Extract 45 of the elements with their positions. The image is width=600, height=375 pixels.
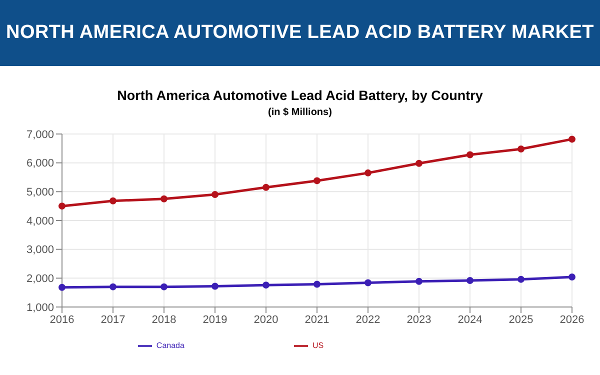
y-tick-label: 5,000 <box>26 186 54 199</box>
point <box>262 184 270 191</box>
point <box>364 169 372 176</box>
x-tick-label: 2025 <box>508 314 534 326</box>
x-tick-label: 2022 <box>356 314 380 326</box>
y-tick-label: 2,000 <box>26 273 54 286</box>
point <box>212 282 218 290</box>
point <box>110 197 116 204</box>
y-tick-label: 7,000 <box>26 128 54 141</box>
point <box>568 274 576 281</box>
x-tick-label: 2020 <box>254 314 278 326</box>
point <box>314 177 320 184</box>
point <box>110 283 116 290</box>
y-tick-label: 6,000 <box>26 158 54 170</box>
x-tick-label: 2018 <box>152 314 176 326</box>
point <box>212 191 218 198</box>
point <box>416 160 422 167</box>
point <box>518 276 524 283</box>
point <box>364 279 372 286</box>
x-tick-label: 2019 <box>202 314 228 326</box>
x-tick-label: 2024 <box>458 314 482 326</box>
point <box>416 278 422 285</box>
text: (in $ Millions) <box>267 107 333 118</box>
point <box>466 151 474 158</box>
chart-title: NORTH AMERICA AUTOMOTIVE LEAD ACID BATTERY MARKET <box>0 0 600 66</box>
x-tick-label: 2026 <box>560 314 584 326</box>
x-tick-label: 2021 <box>304 314 330 326</box>
point <box>518 145 524 152</box>
chart-subtitle: North America Automotive Lead Acid Battery, by Country <box>116 88 484 103</box>
y-tick-label: 3,000 <box>26 244 54 256</box>
x-tick-label: 2023 <box>406 314 432 326</box>
x-tick-label: 2016 <box>50 314 74 326</box>
y-tick-label: 1,000 <box>26 302 54 314</box>
legend-label: US <box>312 341 324 350</box>
point <box>58 284 66 291</box>
point <box>262 282 270 289</box>
point <box>568 136 576 143</box>
point <box>466 276 474 284</box>
point <box>58 202 66 210</box>
point <box>160 283 168 290</box>
y-tick-label: 4,000 <box>26 215 54 228</box>
point <box>160 195 168 202</box>
legend-label: Canada <box>156 341 184 350</box>
point <box>314 280 320 288</box>
x-tick-label: 2017 <box>100 314 126 326</box>
